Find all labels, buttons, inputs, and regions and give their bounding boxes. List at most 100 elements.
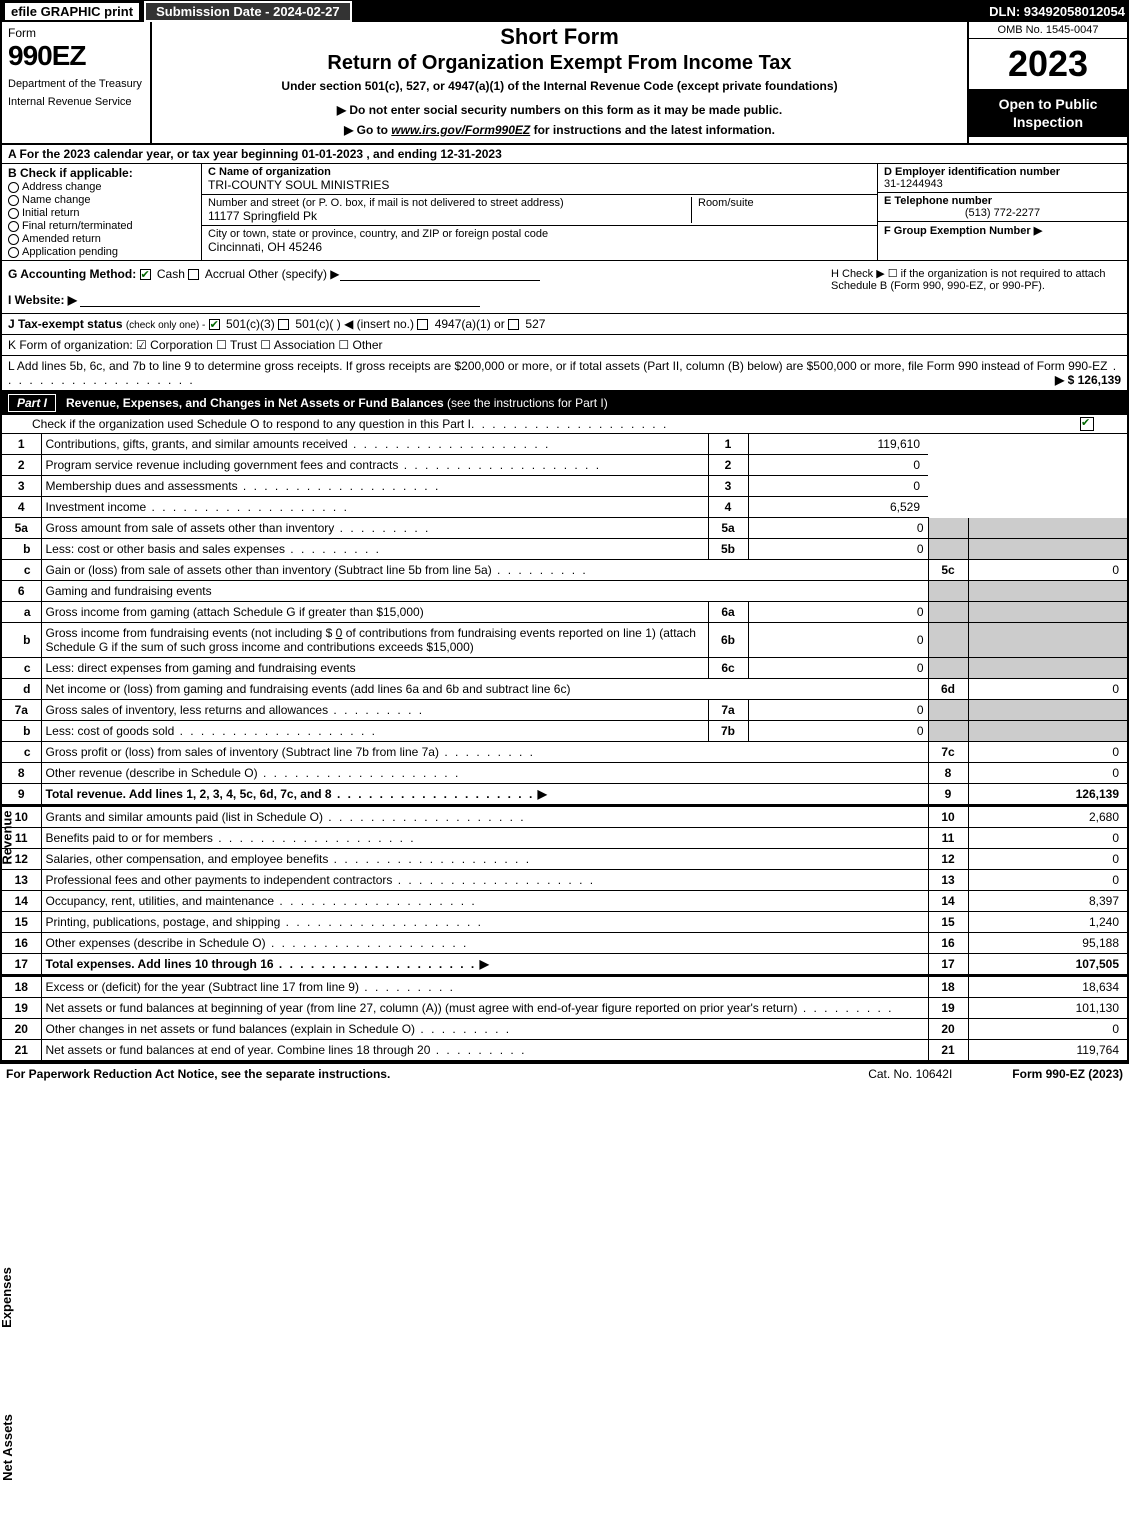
chk-name-change[interactable] bbox=[8, 195, 19, 206]
line-7b-ref-grey bbox=[928, 721, 968, 742]
website-field[interactable] bbox=[80, 293, 480, 307]
part-i-sub: Check if the organization used Schedule … bbox=[0, 415, 1129, 434]
line-7c-amount: 0 bbox=[968, 742, 1128, 763]
col-b-check-applicable: B Check if applicable: Address change Na… bbox=[2, 164, 202, 260]
lbl-final-return: Final return/terminated bbox=[22, 220, 133, 232]
do-not-enter-text: ▶ Do not enter social security numbers o… bbox=[160, 103, 959, 117]
line-6a-desc: Gross income from gaming (attach Schedul… bbox=[46, 605, 424, 619]
section-b-c-d: B Check if applicable: Address change Na… bbox=[0, 164, 1129, 261]
chk-527[interactable] bbox=[508, 319, 519, 330]
chk-accrual[interactable] bbox=[188, 269, 199, 280]
j-small: (check only one) - bbox=[126, 320, 205, 331]
line-6b-amount-grey bbox=[968, 623, 1128, 658]
line-18-amount: 18,634 bbox=[968, 976, 1128, 998]
line-9-ref: 9 bbox=[928, 784, 968, 805]
chk-schedule-o-part-i[interactable] bbox=[1080, 417, 1094, 431]
side-label-expenses: Expenses bbox=[0, 1267, 14, 1328]
form-word: Form bbox=[8, 26, 144, 40]
line-6a-amount-grey bbox=[968, 602, 1128, 623]
line-5a-inner-val: 0 bbox=[748, 518, 928, 539]
line-4-amount: 6,529 bbox=[748, 497, 928, 518]
footer-form-no: Form 990-EZ (2023) bbox=[1012, 1067, 1123, 1081]
line-9-num: 9 bbox=[1, 784, 41, 805]
line-17-arrow-icon: ▶ bbox=[480, 957, 489, 971]
line-7b-inner-val: 0 bbox=[748, 721, 928, 742]
chk-amended-return[interactable] bbox=[8, 234, 19, 245]
chk-initial-return[interactable] bbox=[8, 208, 19, 219]
line-7a-num: 7a bbox=[1, 700, 41, 721]
revenue-table: 1Contributions, gifts, grants, and simil… bbox=[0, 434, 1129, 805]
line-6b-inner-num: 6b bbox=[708, 623, 748, 658]
line-21-amount: 119,764 bbox=[968, 1040, 1128, 1062]
line-14-ref: 14 bbox=[928, 891, 968, 912]
lbl-527: 527 bbox=[525, 317, 545, 331]
line-6d-amount: 0 bbox=[968, 679, 1128, 700]
line-8-desc: Other revenue (describe in Schedule O) bbox=[46, 766, 258, 780]
chk-address-change[interactable] bbox=[8, 182, 19, 193]
line-6b-val: 0 bbox=[336, 626, 343, 640]
irs-link[interactable]: www.irs.gov/Form990EZ bbox=[391, 123, 530, 137]
lbl-insert-no: ◀ (insert no.) bbox=[344, 317, 414, 331]
line-20-ref: 20 bbox=[928, 1019, 968, 1040]
line-18-desc: Excess or (deficit) for the year (Subtra… bbox=[46, 980, 359, 994]
line-6-num: 6 bbox=[1, 581, 41, 602]
line-5a-desc: Gross amount from sale of assets other t… bbox=[46, 521, 335, 535]
line-6c-amount-grey bbox=[968, 658, 1128, 679]
line-6d-num: d bbox=[1, 679, 41, 700]
d-ein-label: D Employer identification number bbox=[884, 166, 1121, 178]
e-phone-value: (513) 772-2277 bbox=[884, 207, 1121, 219]
lbl-address-change: Address change bbox=[22, 181, 102, 193]
line-16-num: 16 bbox=[1, 933, 41, 954]
efile-print-button[interactable]: efile GRAPHIC print bbox=[4, 2, 140, 21]
line-14-desc: Occupancy, rent, utilities, and maintena… bbox=[46, 894, 275, 908]
lbl-accrual: Accrual bbox=[205, 267, 245, 281]
line-9-desc: Total revenue. Add lines 1, 2, 3, 4, 5c,… bbox=[46, 787, 332, 801]
line-6a-ref-grey bbox=[928, 602, 968, 623]
line-3-ref: 3 bbox=[708, 476, 748, 497]
line-15-desc: Printing, publications, postage, and shi… bbox=[46, 915, 281, 929]
other-specify-field[interactable] bbox=[340, 267, 540, 281]
side-label-revenue: Revenue bbox=[0, 810, 15, 864]
chk-501c3[interactable] bbox=[209, 319, 220, 330]
line-5c-amount: 0 bbox=[968, 560, 1128, 581]
j-label: J Tax-exempt status bbox=[8, 317, 123, 331]
line-5c-num: c bbox=[1, 560, 41, 581]
col-d-e-f: D Employer identification number 31-1244… bbox=[877, 164, 1127, 260]
line-10-ref: 10 bbox=[928, 806, 968, 828]
line-20-amount: 0 bbox=[968, 1019, 1128, 1040]
line-2-desc: Program service revenue including govern… bbox=[46, 458, 399, 472]
line-2-ref: 2 bbox=[708, 455, 748, 476]
c-street-value: 11177 Springfield Pk bbox=[208, 209, 564, 223]
line-6a-inner-val: 0 bbox=[748, 602, 928, 623]
lbl-other-specify: Other (specify) ▶ bbox=[248, 267, 339, 281]
line-19-num: 19 bbox=[1, 998, 41, 1019]
form-number: 990EZ bbox=[8, 40, 144, 72]
line-13-ref: 13 bbox=[928, 870, 968, 891]
chk-final-return[interactable] bbox=[8, 221, 19, 232]
under-section-text: Under section 501(c), 527, or 4947(a)(1)… bbox=[160, 79, 959, 93]
line-7c-ref: 7c bbox=[928, 742, 968, 763]
part-i-header: Part I Revenue, Expenses, and Changes in… bbox=[0, 391, 1129, 415]
net-assets-table: 18 Excess or (deficit) for the year (Subt… bbox=[0, 975, 1129, 1062]
c-city-label: City or town, state or province, country… bbox=[208, 228, 548, 240]
chk-cash[interactable] bbox=[140, 269, 151, 280]
line-1-ref: 1 bbox=[708, 434, 748, 455]
line-7a-ref-grey bbox=[928, 700, 968, 721]
go-to-post: for instructions and the latest informat… bbox=[530, 123, 775, 137]
line-7c-num: c bbox=[1, 742, 41, 763]
chk-application-pending[interactable] bbox=[8, 247, 19, 258]
line-21-num: 21 bbox=[1, 1040, 41, 1062]
line-18-ref: 18 bbox=[928, 976, 968, 998]
submission-date-button[interactable]: Submission Date - 2024-02-27 bbox=[144, 1, 352, 22]
line-7a-desc: Gross sales of inventory, less returns a… bbox=[46, 703, 329, 717]
line-1-amount: 119,610 bbox=[748, 434, 928, 455]
chk-501c[interactable] bbox=[278, 319, 289, 330]
line-6d-desc: Net income or (loss) from gaming and fun… bbox=[46, 682, 571, 696]
dept-treasury: Department of the Treasury bbox=[8, 78, 144, 90]
d-ein-value: 31-1244943 bbox=[884, 178, 1121, 190]
line-6-desc: Gaming and fundraising events bbox=[46, 584, 212, 598]
line-15-amount: 1,240 bbox=[968, 912, 1128, 933]
line-9-arrow-icon: ▶ bbox=[538, 787, 547, 801]
chk-4947[interactable] bbox=[417, 319, 428, 330]
line-5c-ref: 5c bbox=[928, 560, 968, 581]
